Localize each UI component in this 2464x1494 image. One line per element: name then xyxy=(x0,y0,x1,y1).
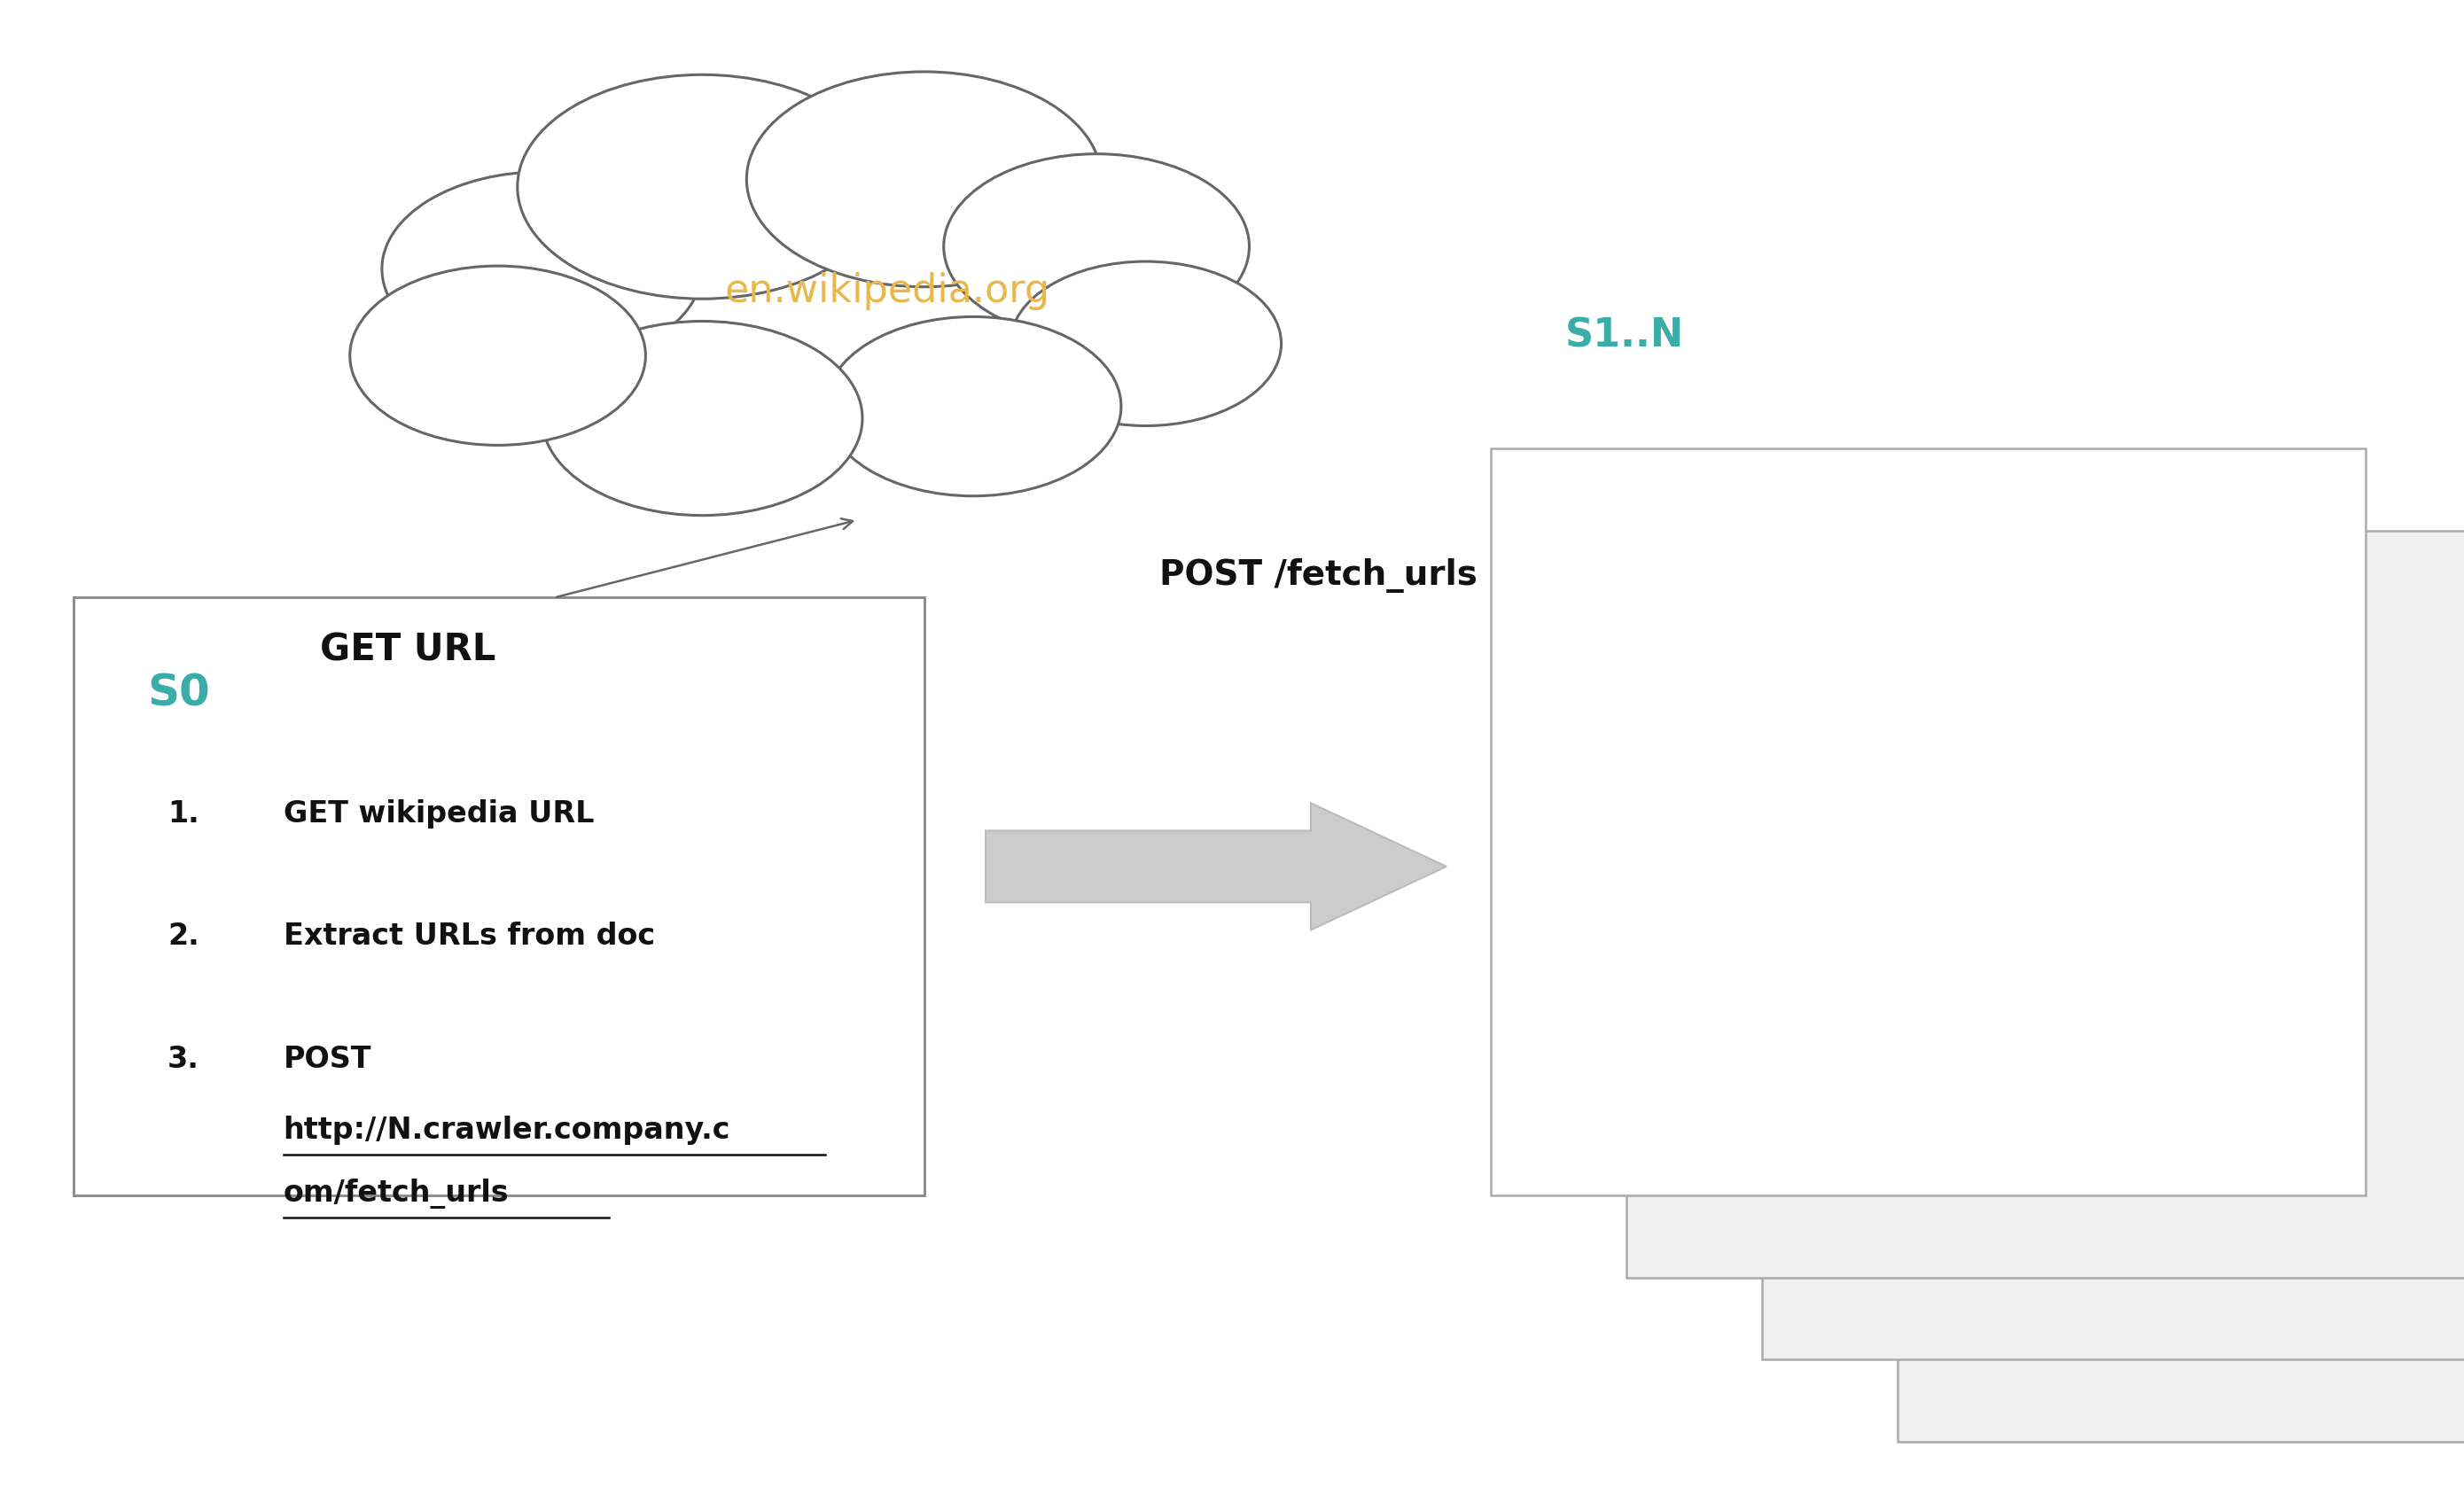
Text: om/fetch_urls: om/fetch_urls xyxy=(283,1179,510,1209)
Circle shape xyxy=(517,75,887,299)
Circle shape xyxy=(542,321,862,515)
Text: S0: S0 xyxy=(148,672,209,714)
FancyBboxPatch shape xyxy=(1491,448,2365,1195)
Circle shape xyxy=(944,154,1249,339)
Text: 3.: 3. xyxy=(168,1044,200,1074)
Circle shape xyxy=(350,266,646,445)
Circle shape xyxy=(944,154,1249,339)
Circle shape xyxy=(825,317,1121,496)
Text: en.wikipedia.org: en.wikipedia.org xyxy=(724,272,1050,311)
Circle shape xyxy=(747,72,1101,287)
Circle shape xyxy=(350,266,646,445)
Text: POST: POST xyxy=(283,1044,372,1074)
Circle shape xyxy=(542,321,862,515)
Text: 2.: 2. xyxy=(168,922,200,952)
Text: http://N.crawler.company.c: http://N.crawler.company.c xyxy=(283,1116,729,1146)
Text: Extract URLs from doc: Extract URLs from doc xyxy=(283,922,655,952)
Text: GET wikipedia URL: GET wikipedia URL xyxy=(283,799,594,829)
Text: POST /fetch_urls: POST /fetch_urls xyxy=(1158,557,1478,593)
FancyBboxPatch shape xyxy=(74,598,924,1195)
FancyBboxPatch shape xyxy=(1762,613,2464,1360)
Circle shape xyxy=(517,75,887,299)
Circle shape xyxy=(1010,261,1281,426)
Text: 1.: 1. xyxy=(168,799,200,829)
Circle shape xyxy=(747,72,1101,287)
Circle shape xyxy=(382,172,702,366)
Text: GET URL: GET URL xyxy=(320,632,495,668)
FancyBboxPatch shape xyxy=(1626,530,2464,1277)
Circle shape xyxy=(825,317,1121,496)
Text: S1..N: S1..N xyxy=(1565,317,1683,356)
FancyBboxPatch shape xyxy=(1897,695,2464,1442)
Polygon shape xyxy=(986,804,1446,929)
Circle shape xyxy=(382,172,702,366)
Circle shape xyxy=(1010,261,1281,426)
